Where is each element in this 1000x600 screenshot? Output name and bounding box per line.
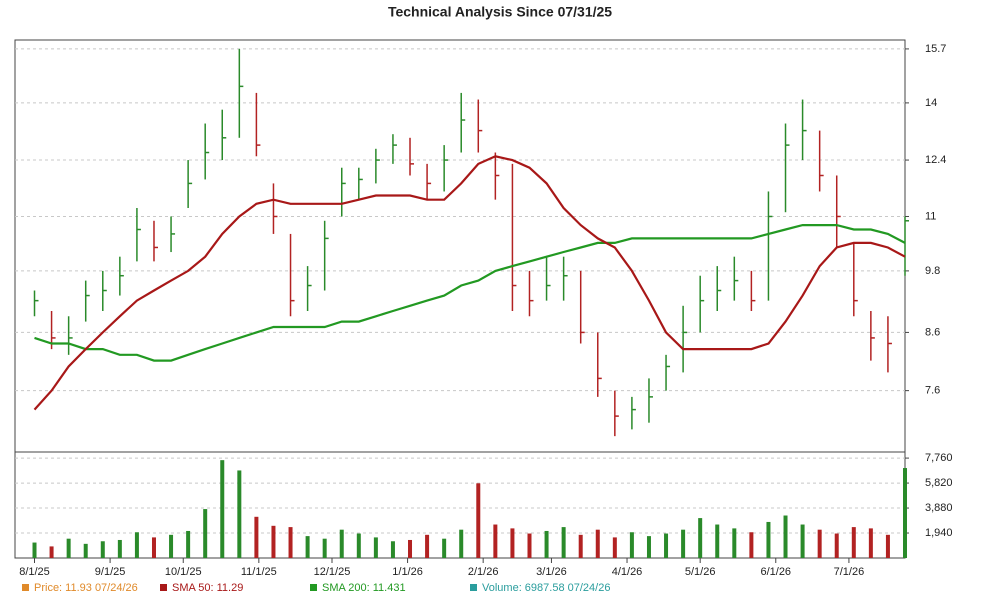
volume-bar [681,529,686,558]
volume-bar [220,460,225,558]
volume-bar [527,533,532,558]
volume-bar [32,542,37,558]
volume-bar [186,530,191,558]
volume-bar [612,537,617,558]
volume-bar [578,534,583,558]
volume-bar [851,527,856,558]
volume-bar [66,538,71,558]
volume-bar [100,541,105,558]
y-tick-label: 7.6 [925,385,940,397]
volume-bar [732,528,737,558]
y-tick-label: 3,880 [925,502,953,514]
legend-swatch [160,584,167,591]
volume-bar [339,529,344,558]
volume-bar [356,533,361,558]
x-tick-label: 2/1/26 [468,566,499,578]
volume-bar [83,543,88,558]
volume-bar [493,524,498,558]
x-tick-label: 12/1/25 [314,566,351,578]
volume-bar [288,527,293,558]
volume-bar [442,538,447,558]
volume-bar [903,468,907,558]
volume-bar [749,532,754,558]
y-tick-label: 1,940 [925,527,953,539]
x-tick-label: 5/1/26 [685,566,716,578]
volume-bar [834,533,839,558]
volume-bar [373,537,378,558]
x-tick-label: 8/1/25 [19,566,50,578]
volume-bar [49,546,54,558]
volume-bar [151,537,156,558]
volume-bar [766,521,771,558]
volume-bar [783,515,788,558]
volume-bar [237,470,242,558]
y-tick-label: 14 [925,97,937,109]
volume-bar [629,532,634,558]
x-tick-label: 7/1/26 [834,566,865,578]
x-tick-label: 4/1/26 [612,566,643,578]
y-tick-label: 9.8 [925,265,940,277]
legend-swatch [470,584,477,591]
volume-bar [817,529,822,558]
legend-swatch [310,584,317,591]
legend-label: SMA 50: 11.29 [172,582,243,594]
legend-label: Price: 11.93 07/24/26 [34,582,138,594]
plot-frame [14,39,906,559]
volume-bar [169,534,174,558]
y-tick-label: 8.6 [925,326,940,338]
legend-label: SMA 200: 11.431 [322,582,406,594]
chart-title: Technical Analysis Since 07/31/25 [388,4,612,20]
volume-bar [595,529,600,558]
sma50-line [33,155,906,411]
volume-bar [561,527,566,558]
volume-bar [664,533,669,558]
x-tick-label: 9/1/25 [95,566,126,578]
volume-bar [305,536,310,558]
y-tick-label: 5,820 [925,477,953,489]
volume-bar [254,516,259,558]
volume-bar [868,528,873,558]
volume-bar [117,539,122,558]
volume-bar [476,483,481,558]
volume-bar [800,524,805,558]
volume-bar [203,509,208,558]
x-tick-label: 3/1/26 [536,566,567,578]
volume-bar [322,538,327,558]
x-tick-label: 10/1/25 [165,566,202,578]
volume-bar [544,530,549,558]
volume-bar [390,541,395,558]
volume-bar [715,524,720,558]
x-tick-label: 1/1/26 [392,566,423,578]
y-tick-label: 11 [925,210,936,222]
volume-bar [459,529,464,558]
volume-bar [408,539,413,558]
volume-bar [885,534,890,558]
x-tick-label: 6/1/26 [760,566,791,578]
volume-bar [510,528,515,558]
y-tick-label: 12.4 [925,154,946,166]
y-tick-label: 7,760 [925,452,953,464]
y-tick-label: 15.7 [925,43,946,55]
volume-bar [646,536,651,558]
volume-bar [271,525,276,558]
volume-bar [698,518,703,558]
volume-bar [134,532,139,558]
legend-label: Volume: 6987.58 07/24/26 [482,582,610,594]
volume-bar [425,534,430,558]
legend-swatch [22,584,29,591]
x-tick-label: 11/1/25 [241,566,277,578]
sma200-line [34,224,906,362]
